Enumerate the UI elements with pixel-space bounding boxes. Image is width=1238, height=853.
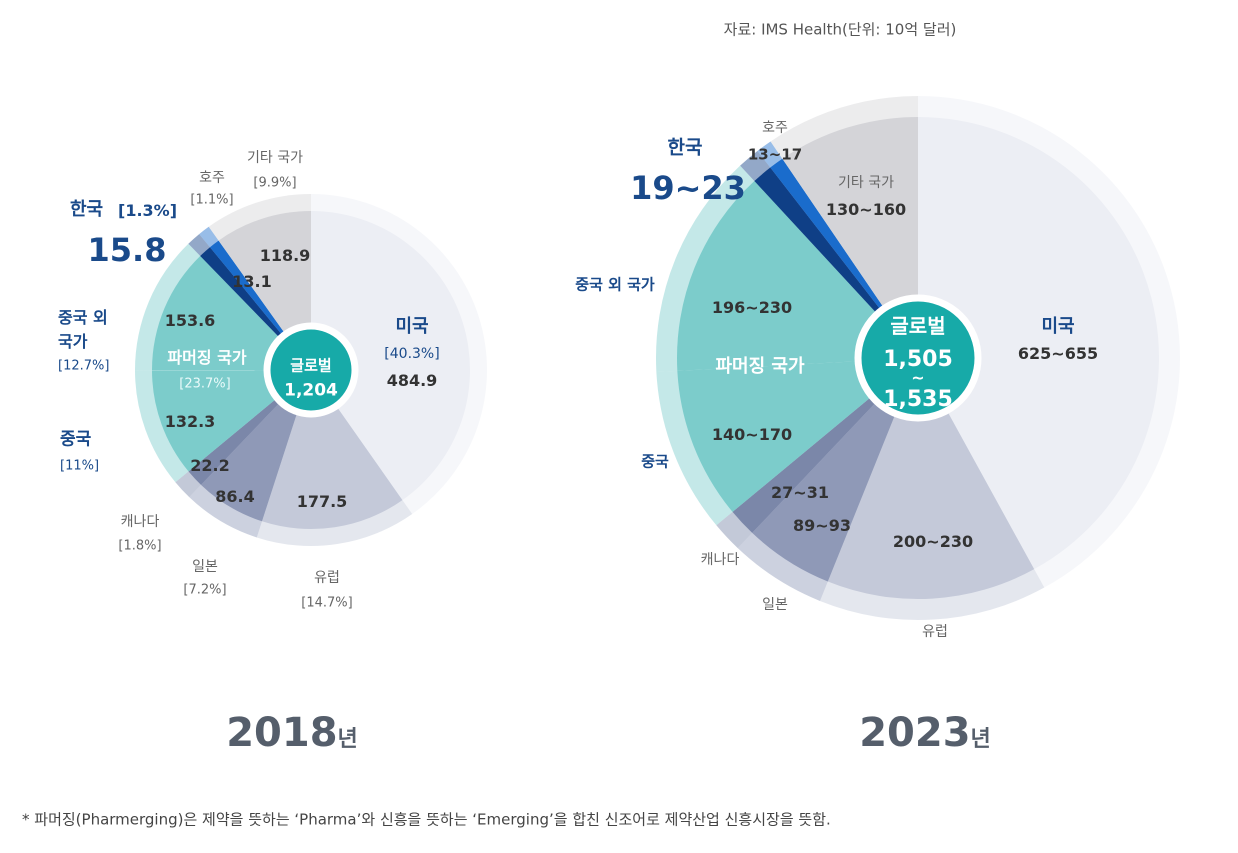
label-others-pct: [9.9%]	[253, 175, 297, 191]
label-china-name: 중국	[641, 452, 669, 471]
label-other-pharmerging-name-2: 국가	[58, 332, 88, 351]
label-china-pct: [11%]	[60, 458, 100, 474]
label-others-name: 기타 국가	[247, 150, 303, 166]
footnote: * 파머징(Pharmerging)은 제약을 뜻하는 ‘Pharma’와 신흥…	[22, 810, 831, 829]
label-pharmerging-pct: [23.7%]	[179, 376, 231, 392]
label-pharmerging-group: 파머징 국가	[715, 356, 805, 377]
label-korea-name: 한국	[667, 136, 703, 159]
pie-2023	[656, 96, 1180, 620]
year-title-2023: 2023년	[859, 710, 991, 756]
pie-slice-others	[782, 117, 918, 358]
label-others-value: 130~160	[825, 200, 907, 219]
label-korea-pct: [1.3%]	[118, 201, 177, 220]
label-europe-value: 177.5	[296, 492, 348, 511]
label-japan-value: 89~93	[793, 516, 851, 535]
pie-2018	[135, 194, 488, 547]
label-japan-pct: [7.2%]	[183, 582, 227, 598]
label-canada-name: 캐나다	[700, 552, 740, 568]
pie-slice-us	[918, 117, 1160, 570]
label-other-pharmerging-pct: [12.7%]	[58, 358, 110, 374]
label-australia-pct: [1.1%]	[190, 192, 234, 208]
center-value-high: 1,535	[883, 387, 953, 412]
label-pharmerging-group: 파머징 국가	[167, 348, 247, 367]
pie-center-circle	[854, 294, 982, 422]
pie-slice-europe	[827, 358, 1035, 600]
label-china-name: 중국	[60, 429, 92, 450]
pie-slice-us	[311, 211, 470, 501]
year-title-2018: 2018년	[226, 710, 358, 756]
center-value-sep: ~	[911, 368, 925, 387]
label-china-value: 140~170	[711, 425, 793, 444]
pie-slice-japan	[752, 358, 918, 582]
pie-center-circle	[263, 322, 359, 418]
label-other-pharmerging-value: 153.6	[164, 311, 216, 330]
label-korea-name: 한국	[70, 199, 104, 220]
label-other-pharmerging-name-1: 중국 외	[58, 308, 108, 327]
label-us-value: 484.9	[386, 371, 438, 390]
label-australia-value: 13.1	[232, 272, 272, 291]
pie-slice-other_pharmerging	[151, 255, 311, 371]
center-value: 1,204	[284, 380, 338, 401]
label-australia-value: 13~17	[747, 145, 803, 164]
source-note: 자료: IMS Health(단위: 10억 달러)	[723, 20, 957, 39]
label-other-pharmerging-value: 196~230	[711, 298, 793, 317]
label-others-value: 118.9	[259, 246, 311, 265]
label-australia-name: 호주	[762, 120, 788, 136]
label-japan-name: 일본	[762, 597, 788, 613]
label-europe-name: 유럽	[314, 570, 340, 586]
label-japan-name: 일본	[192, 559, 218, 575]
label-china-value: 132.3	[164, 412, 216, 431]
label-canada-value: 27~31	[771, 483, 829, 502]
label-australia-name: 호주	[199, 170, 225, 186]
label-europe-name: 유럽	[922, 624, 948, 640]
label-canada-value: 22.2	[190, 456, 230, 475]
label-europe-pct: [14.7%]	[301, 595, 353, 611]
label-us-value: 625~655	[1017, 344, 1099, 363]
center-label: 글로벌	[890, 314, 946, 338]
label-us-name: 미국	[1041, 316, 1075, 337]
label-canada-pct: [1.8%]	[118, 538, 162, 554]
pie-slice-europe	[262, 370, 403, 529]
pie-slice-canada	[732, 358, 918, 533]
label-korea-value: 15.8	[87, 231, 167, 269]
label-canada-name: 캐나다	[120, 514, 160, 530]
label-us-name: 미국	[395, 316, 429, 337]
pie-slice-china	[677, 358, 918, 512]
label-japan-value: 86.4	[215, 487, 255, 506]
label-europe-value: 200~230	[892, 532, 974, 551]
label-other-pharmerging-name: 중국 외 국가	[575, 275, 655, 294]
label-korea-value: 19~23	[630, 169, 746, 207]
label-others-name: 기타 국가	[838, 175, 894, 191]
pie-slice-other_pharmerging	[677, 181, 918, 371]
center-label: 글로벌	[290, 356, 332, 375]
center-value-low: 1,505	[883, 347, 953, 372]
label-us-pct: [40.3%]	[384, 346, 440, 362]
